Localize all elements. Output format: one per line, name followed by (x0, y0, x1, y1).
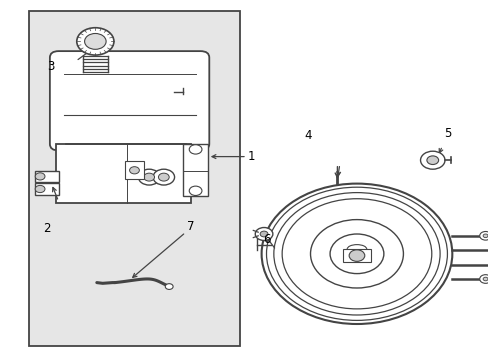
Circle shape (84, 33, 106, 49)
Bar (35, 183, 59, 195)
FancyBboxPatch shape (50, 51, 209, 150)
Circle shape (329, 234, 383, 274)
Text: 1: 1 (247, 150, 255, 163)
Circle shape (77, 28, 114, 55)
Circle shape (420, 151, 444, 169)
Text: 2: 2 (42, 222, 50, 235)
Circle shape (426, 156, 438, 165)
Circle shape (189, 145, 202, 154)
Circle shape (348, 250, 364, 261)
Bar (35, 171, 59, 182)
Circle shape (479, 275, 488, 283)
Circle shape (35, 185, 45, 193)
Circle shape (165, 284, 173, 289)
Circle shape (482, 234, 487, 238)
Circle shape (255, 228, 272, 240)
Bar (56, 144, 190, 203)
Circle shape (138, 169, 160, 185)
Circle shape (479, 231, 488, 240)
Circle shape (189, 186, 202, 195)
Circle shape (129, 167, 139, 174)
Bar (343, 249, 370, 262)
Bar (183, 144, 207, 196)
Text: 6: 6 (262, 233, 270, 246)
Text: 5: 5 (443, 127, 450, 140)
Bar (124, 161, 144, 179)
Circle shape (310, 220, 403, 288)
Circle shape (260, 231, 267, 237)
Circle shape (261, 184, 451, 324)
Circle shape (153, 169, 174, 185)
Text: 4: 4 (304, 129, 311, 141)
Circle shape (158, 173, 169, 181)
Circle shape (482, 277, 487, 281)
Text: 3: 3 (47, 60, 55, 73)
Circle shape (35, 173, 45, 180)
Text: 7: 7 (186, 220, 194, 233)
Circle shape (143, 173, 154, 181)
Bar (29, 11, 239, 346)
